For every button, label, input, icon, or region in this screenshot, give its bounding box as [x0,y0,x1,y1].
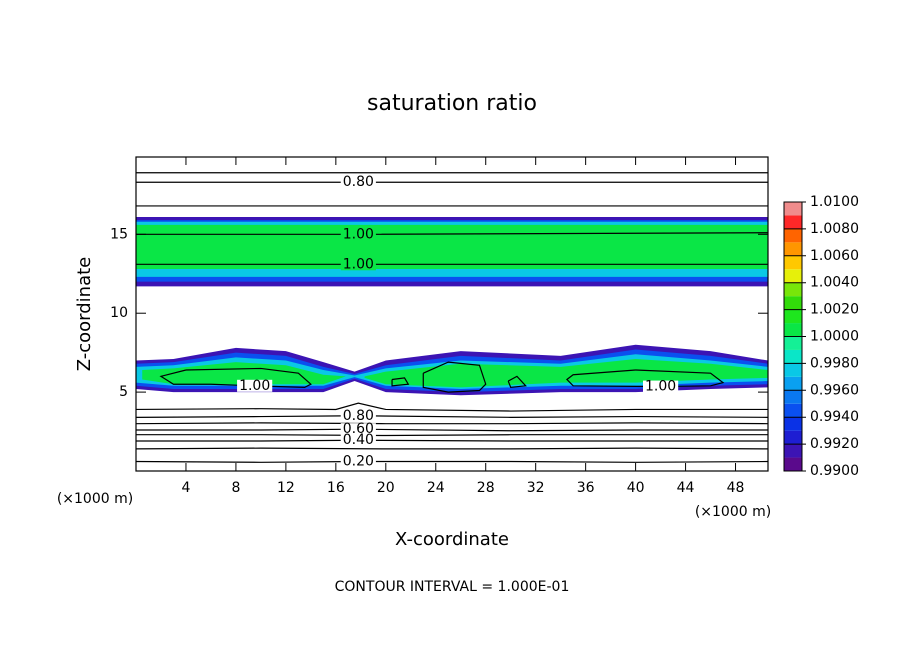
x-tick-label: 32 [527,480,545,496]
colorbar-swatch [784,390,802,404]
contour-label: 0.80 [343,174,374,190]
colorbar-tick-label: 1.0100 [810,194,859,210]
colorbar-tick-label: 0.9900 [810,463,859,479]
y-axis-label: Z-coordinate [74,257,95,372]
x-tick-label: 12 [277,480,295,496]
contour-label-bg [642,380,679,393]
chart-title: saturation ratio [367,91,537,116]
contour-line [136,460,768,463]
y-tick-label: 5 [119,384,128,400]
contour-region [136,224,768,270]
colorbar-swatch [784,323,802,337]
contour-label-bg [340,258,376,271]
colorbar-swatch [784,444,802,458]
contour-line [136,439,768,442]
x-unit: (×1000 m) [695,504,771,520]
contour-line [136,415,768,418]
contour-line [136,447,768,450]
contour-label-bg [340,228,376,241]
y-tick-label: 10 [110,305,128,321]
contour-line [136,428,768,432]
x-tick-label: 8 [231,480,240,496]
colorbar-swatch [784,309,802,324]
colorbar-swatch [784,228,802,243]
colorbar-tick-label: 1.0000 [810,329,859,345]
contour-label: 1.00 [343,226,374,242]
colorbar-swatch [784,349,802,364]
x-tick-label: 36 [577,480,595,496]
contour-label: 1.00 [239,378,270,394]
colorbar-swatch [784,202,802,216]
colorbar-swatch [784,430,802,445]
contour-label: 1.00 [645,379,676,395]
contour-label: 0.80 [343,408,374,424]
x-tick-label: 24 [427,480,445,496]
colorbar-tick-label: 1.0080 [810,221,859,237]
contour-line [136,402,768,412]
colorbar-tick-label: 0.9940 [810,409,859,425]
contour-label-bg [340,176,376,189]
colorbar-swatch [784,282,802,297]
x-tick-label: 48 [727,480,745,496]
contour-line [422,361,487,393]
colorbar-swatch [784,376,802,391]
colorbar-swatch [784,296,802,310]
overlay: 4 8 12 16 20 24 28 32 36 40 44 48510150.99000.99200… [110,156,859,496]
x-tick-label: 20 [377,480,395,496]
contour-line [136,422,768,425]
contour-label: 1.00 [343,256,374,272]
contour-line [391,377,410,387]
colorbar-swatch [784,255,802,270]
contour-label: 0.40 [343,432,374,448]
colorbar-swatch [784,417,802,431]
colorbar-swatch [784,269,802,283]
x-tick-label: 28 [477,480,495,496]
x-tick-label: 44 [677,480,695,496]
colorbar-swatch [784,215,802,229]
contour-region [364,358,768,388]
contour-line [507,375,527,389]
contour-label-bg [340,455,376,468]
footer-note: CONTOUR INTERVAL = 1.000E-01 [335,579,570,595]
colorbar-tick-label: 1.0060 [810,248,859,264]
colorbar-tick-label: 1.0020 [810,302,859,318]
y-tick-label: 15 [110,226,128,242]
contour-label-bg [340,434,376,447]
colorbar-tick-label: 0.9980 [810,355,859,371]
x-axis-label: X-coordinate [395,529,509,550]
contour-label: 0.60 [343,421,374,437]
colorbar-tick-label: 1.0040 [810,275,859,291]
contour-label-bg [340,423,376,436]
x-tick-label: 40 [627,480,645,496]
contour-label-bg [340,409,376,422]
x-tick-label: 4 [181,480,190,496]
x-unit: (×1000 m) [57,491,133,507]
plot-frame [135,156,769,472]
colorbar-swatch [784,363,802,377]
colorbar-tick-label: 0.9960 [810,382,859,398]
colorbar-swatch [784,457,802,471]
colorbar-swatch [784,403,802,418]
colorbar-tick-label: 0.9920 [810,436,859,452]
contour-line [159,367,312,388]
contour-label-bg [237,379,273,392]
contour-label: 0.20 [343,454,374,470]
x-tick-label: 16 [327,480,345,496]
colorbar-swatch [784,336,802,350]
plot-area: 0.801.001.001.00 1.000.800.600.400.20 [136,172,768,470]
contour-line [136,434,768,437]
contour-region [142,362,346,385]
colorbar-swatch [784,242,802,256]
